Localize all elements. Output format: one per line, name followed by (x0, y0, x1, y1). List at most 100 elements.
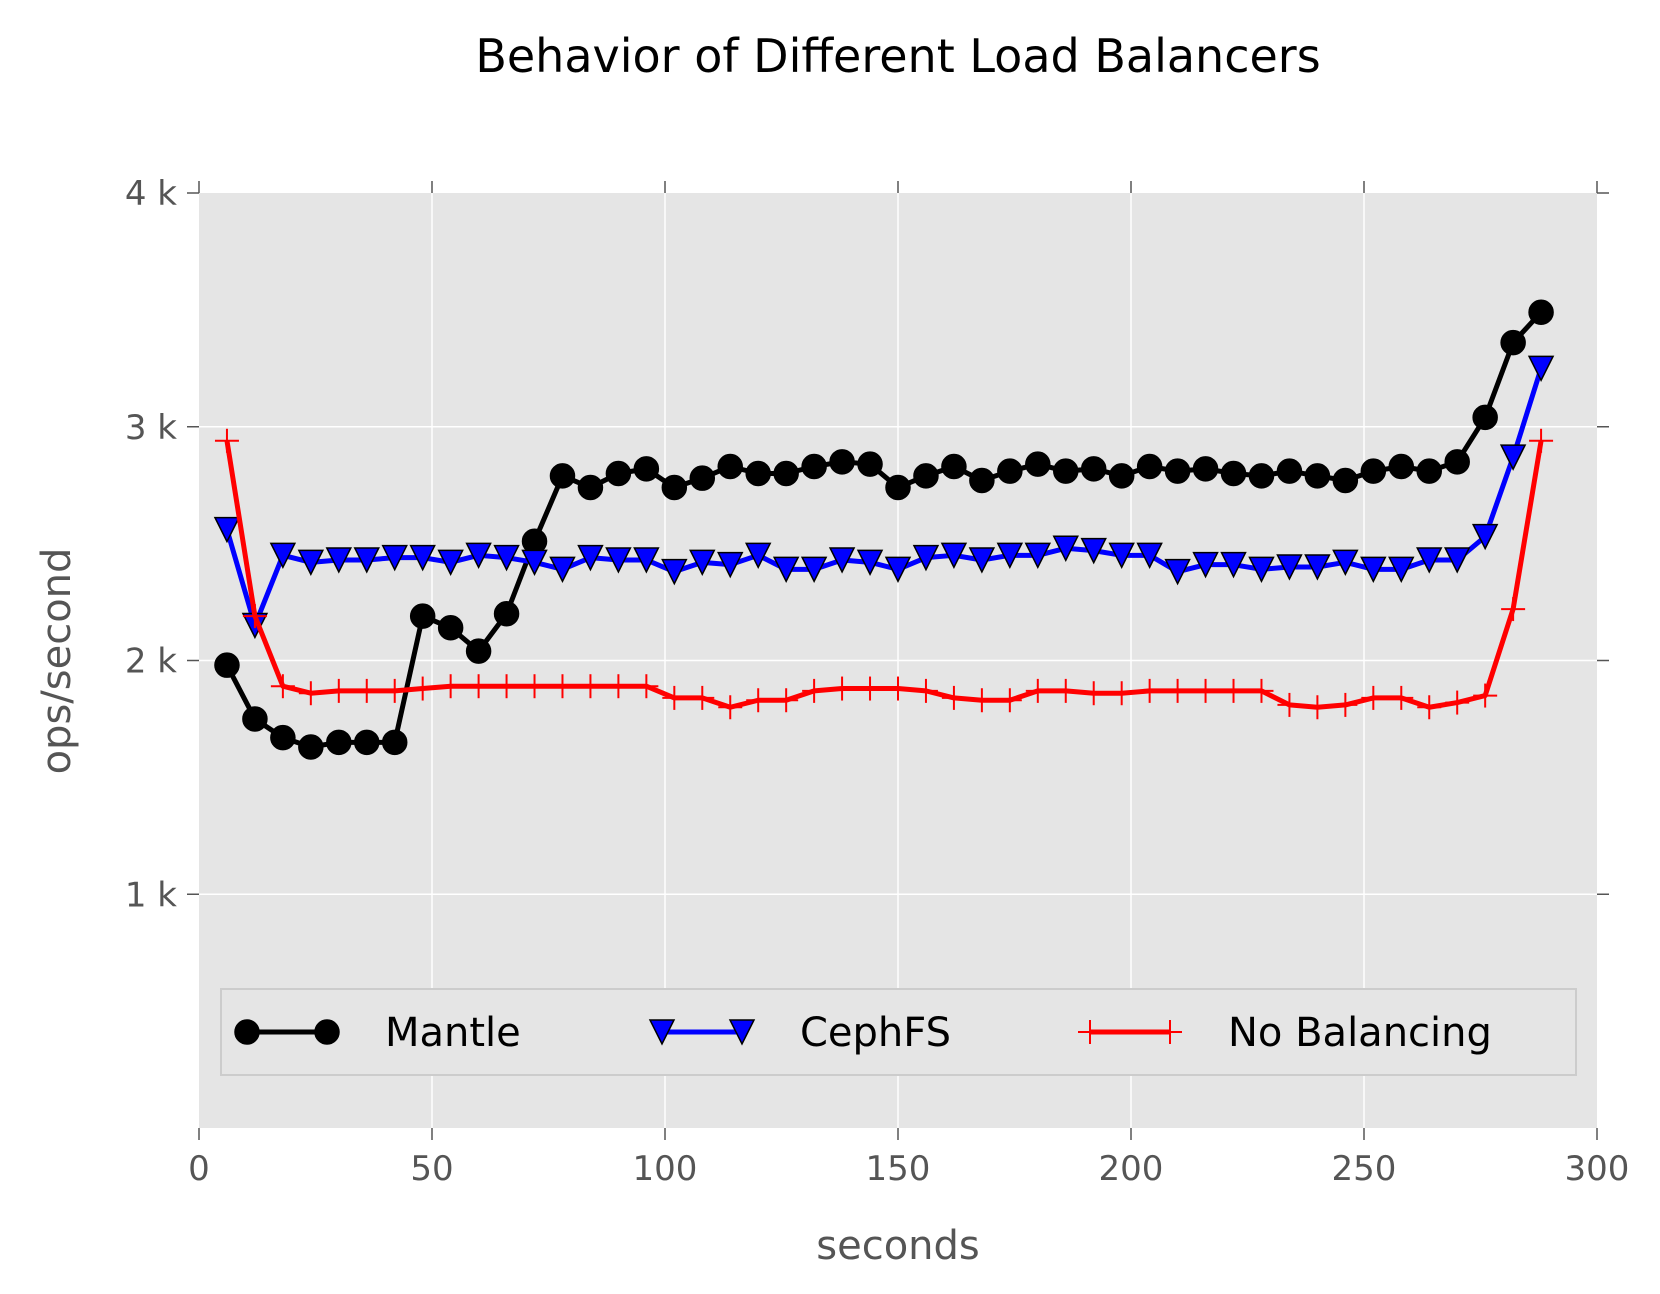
data-point-no-balancing (550, 674, 575, 699)
data-point-cephfs (1471, 523, 1499, 551)
data-point-mantle (298, 734, 324, 760)
data-point-cephfs (1416, 547, 1443, 574)
data-point-mantle (1388, 453, 1415, 480)
data-point-no-balancing (1277, 692, 1302, 717)
data-point-mantle (689, 465, 716, 491)
legend-marker (648, 1019, 676, 1046)
data-point-no-balancing (746, 688, 771, 713)
data-point-no-balancing (1025, 678, 1050, 703)
data-point-cephfs (1499, 444, 1527, 471)
legend-item-cephfs: CephFS (648, 1010, 951, 1056)
data-point-no-balancing (1221, 678, 1246, 703)
data-point-cephfs (940, 542, 968, 569)
data-point-cephfs (493, 544, 520, 572)
data-point-cephfs (1136, 542, 1163, 569)
data-point-cephfs (521, 549, 548, 577)
data-point-cephfs (689, 549, 716, 577)
y-axis-label: ops/second (34, 548, 80, 775)
data-point-no-balancing (1137, 678, 1162, 703)
data-point-mantle (1276, 458, 1303, 484)
legend-marker (234, 1019, 260, 1045)
y-tick-label: 1 k (125, 875, 177, 915)
data-point-mantle (214, 652, 240, 678)
data-point-no-balancing (941, 685, 966, 710)
legend-marker (728, 1019, 756, 1046)
data-point-mantle (1248, 463, 1275, 489)
x-tick-label: 50 (410, 1149, 453, 1189)
series-no-balancing (214, 428, 1554, 720)
data-point-cephfs (409, 544, 436, 572)
data-point-mantle (1332, 467, 1359, 494)
data-point-mantle (354, 729, 380, 756)
data-point-no-balancing (690, 685, 715, 710)
data-point-cephfs (1052, 535, 1079, 562)
data-point-mantle (829, 449, 855, 475)
data-point-mantle (1053, 458, 1079, 484)
data-point-cephfs (1220, 551, 1247, 579)
data-point-cephfs (381, 544, 408, 572)
legend-marker (1078, 1020, 1102, 1044)
grid (199, 193, 1597, 1128)
legend-box (220, 988, 1577, 1076)
data-point-cephfs (884, 556, 912, 584)
x-tick-label: 100 (633, 1149, 698, 1189)
data-point-cephfs (1388, 556, 1415, 584)
data-point-no-balancing (634, 674, 659, 699)
data-point-mantle (1416, 458, 1442, 484)
data-point-mantle (661, 474, 688, 501)
data-point-no-balancing (606, 674, 631, 699)
chart-title: Behavior of Different Load Balancers (475, 29, 1320, 83)
data-point-mantle (1220, 460, 1247, 487)
data-point-cephfs (1276, 554, 1303, 581)
data-point-cephfs (996, 542, 1024, 569)
data-point-cephfs (297, 549, 325, 577)
data-point-no-balancing (494, 674, 519, 699)
data-point-cephfs (577, 544, 604, 572)
data-point-cephfs (1443, 547, 1471, 574)
data-point-mantle (1444, 449, 1470, 475)
x-tick-label: 300 (1565, 1149, 1630, 1189)
data-point-cephfs (912, 544, 940, 572)
data-point-mantle (549, 463, 576, 489)
data-point-no-balancing (326, 678, 351, 703)
legend-label: CephFS (800, 1010, 951, 1056)
data-point-mantle (801, 453, 827, 480)
data-point-mantle (913, 463, 939, 489)
data-point-cephfs (605, 547, 632, 574)
data-point-no-balancing (1193, 678, 1218, 703)
data-point-no-balancing (1053, 678, 1078, 703)
data-point-mantle (1304, 463, 1331, 489)
legend-label: Mantle (385, 1010, 521, 1056)
data-point-no-balancing (1249, 678, 1274, 703)
data-point-mantle (745, 460, 771, 487)
data-point-no-balancing (1445, 690, 1470, 715)
legend-marker (1158, 1020, 1182, 1044)
legend: Mantle CephFS No Balancing (220, 988, 1577, 1076)
data-point-cephfs (1527, 355, 1555, 382)
data-point-mantle (969, 467, 995, 494)
data-point-mantle (1025, 451, 1051, 477)
data-point-mantle (1164, 458, 1191, 484)
data-point-mantle (493, 601, 520, 627)
data-point-cephfs (1248, 556, 1275, 584)
data-point-cephfs (717, 551, 744, 579)
data-point-cephfs (213, 516, 241, 544)
legend-marker (314, 1019, 340, 1045)
data-point-no-balancing (830, 676, 855, 701)
data-point-cephfs (800, 556, 828, 584)
data-point-no-balancing (1361, 685, 1386, 710)
data-point-cephfs (549, 556, 576, 584)
data-point-no-balancing (913, 678, 938, 703)
data-point-mantle (717, 453, 743, 480)
data-point-mantle (577, 474, 604, 501)
data-point-cephfs (633, 547, 660, 574)
data-point-no-balancing (578, 674, 603, 699)
data-point-cephfs (1304, 554, 1331, 581)
data-point-mantle (409, 603, 436, 629)
data-point-no-balancing (298, 681, 323, 706)
data-point-mantle (1080, 456, 1107, 482)
data-point-cephfs (1192, 551, 1219, 579)
data-point-cephfs (1332, 549, 1359, 577)
data-point-mantle (941, 453, 967, 480)
